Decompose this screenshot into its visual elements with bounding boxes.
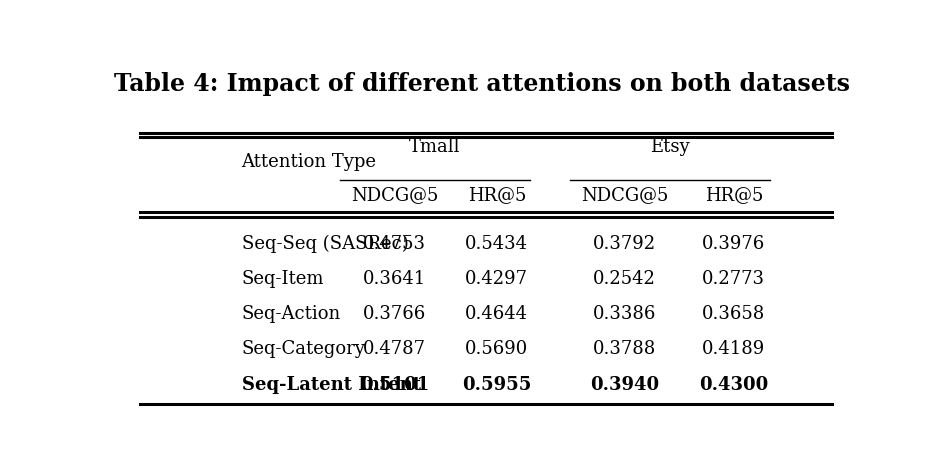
Text: 0.2773: 0.2773: [702, 270, 765, 288]
Text: Seq-Item: Seq-Item: [242, 270, 324, 288]
Text: 0.4644: 0.4644: [466, 305, 528, 323]
Text: 0.3766: 0.3766: [363, 305, 426, 323]
Text: 0.4300: 0.4300: [699, 376, 769, 394]
Text: HR@5: HR@5: [705, 186, 763, 204]
Text: Seq-Latent Intent: Seq-Latent Intent: [242, 376, 421, 394]
Text: NDCG@5: NDCG@5: [351, 186, 439, 204]
Text: 0.3386: 0.3386: [593, 305, 656, 323]
Text: 0.3976: 0.3976: [702, 234, 765, 253]
Text: 0.3641: 0.3641: [363, 270, 426, 288]
Text: Table 4: Impact of different attentions on both datasets: Table 4: Impact of different attentions …: [114, 73, 851, 96]
Text: Tmall: Tmall: [409, 138, 460, 156]
Text: Seq-Seq (SASRec): Seq-Seq (SASRec): [242, 234, 408, 253]
Text: Etsy: Etsy: [650, 138, 690, 156]
Text: NDCG@5: NDCG@5: [581, 186, 668, 204]
Text: 0.2542: 0.2542: [593, 270, 656, 288]
Text: 0.5955: 0.5955: [462, 376, 532, 394]
Text: 0.3658: 0.3658: [702, 305, 765, 323]
Text: Seq-Action: Seq-Action: [242, 305, 341, 323]
Text: HR@5: HR@5: [468, 186, 526, 204]
Text: 0.4189: 0.4189: [702, 341, 765, 358]
Text: 0.4297: 0.4297: [466, 270, 528, 288]
Text: 0.3788: 0.3788: [593, 341, 656, 358]
Text: 0.5690: 0.5690: [465, 341, 529, 358]
Text: Attention Type: Attention Type: [242, 154, 376, 171]
Text: 0.4787: 0.4787: [363, 341, 426, 358]
Text: 0.5434: 0.5434: [466, 234, 528, 253]
Text: 0.5101: 0.5101: [360, 376, 429, 394]
Text: 0.3792: 0.3792: [593, 234, 656, 253]
Text: Seq-Category: Seq-Category: [242, 341, 365, 358]
Text: 0.4753: 0.4753: [363, 234, 426, 253]
Text: 0.3940: 0.3940: [590, 376, 659, 394]
